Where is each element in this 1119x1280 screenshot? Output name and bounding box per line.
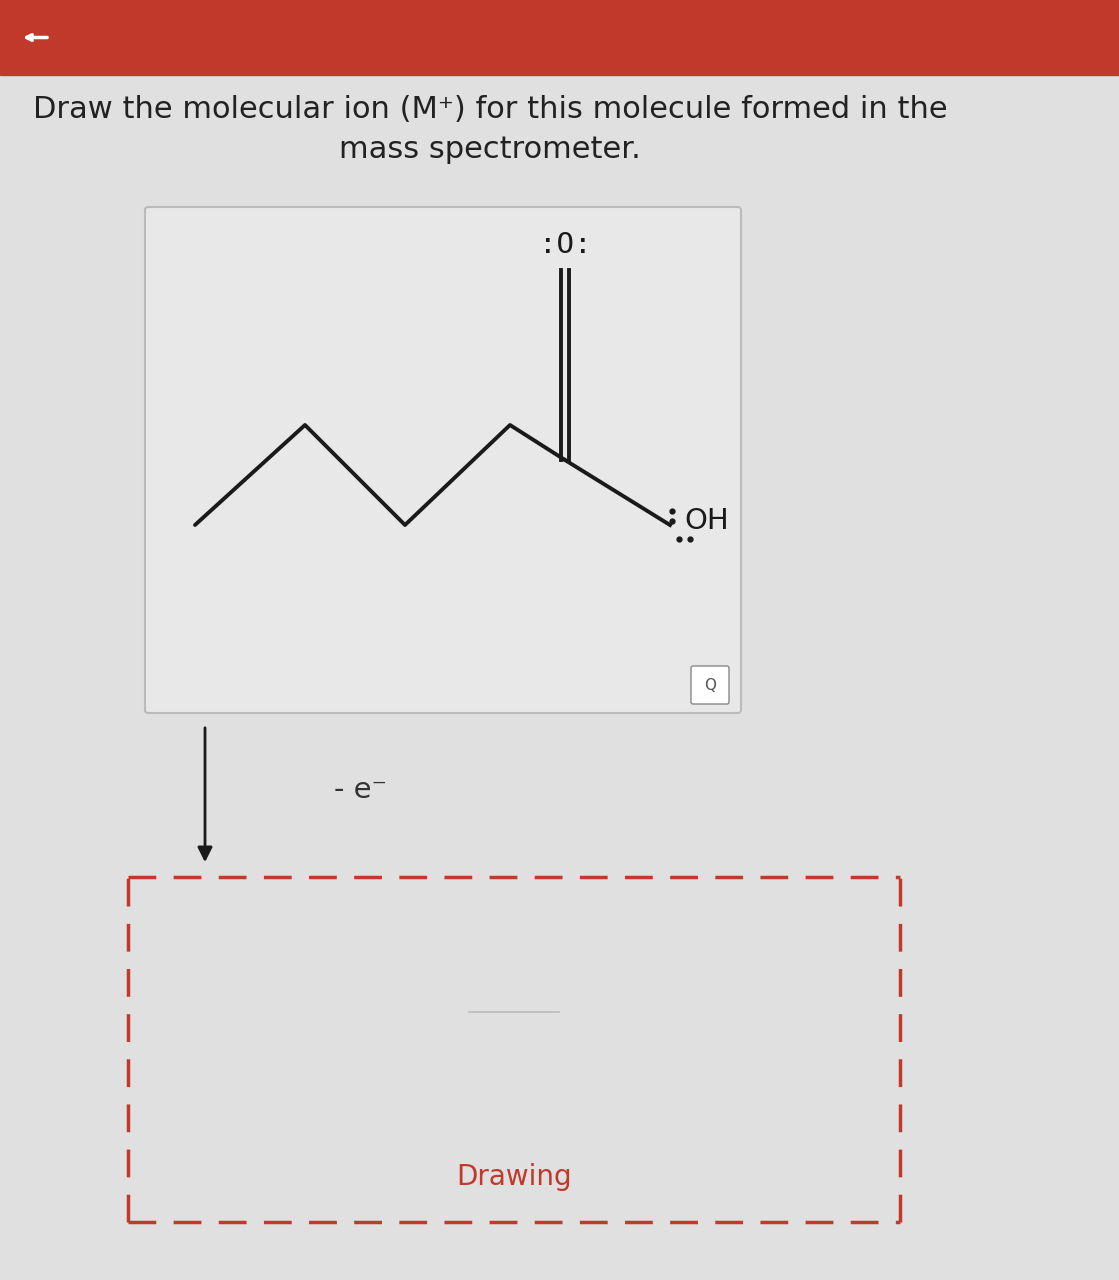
Text: Q: Q [704, 677, 716, 692]
Text: :O:: :O: [538, 230, 591, 259]
Text: OH: OH [684, 507, 728, 535]
Text: Drawing: Drawing [457, 1164, 572, 1190]
FancyBboxPatch shape [692, 666, 728, 704]
Text: - e⁻: - e⁻ [333, 776, 386, 804]
Text: mass spectrometer.: mass spectrometer. [339, 136, 641, 165]
FancyBboxPatch shape [145, 207, 741, 713]
Text: Draw the molecular ion (M⁺) for this molecule formed in the: Draw the molecular ion (M⁺) for this mol… [32, 96, 948, 124]
Bar [0, 0, 1119, 76]
